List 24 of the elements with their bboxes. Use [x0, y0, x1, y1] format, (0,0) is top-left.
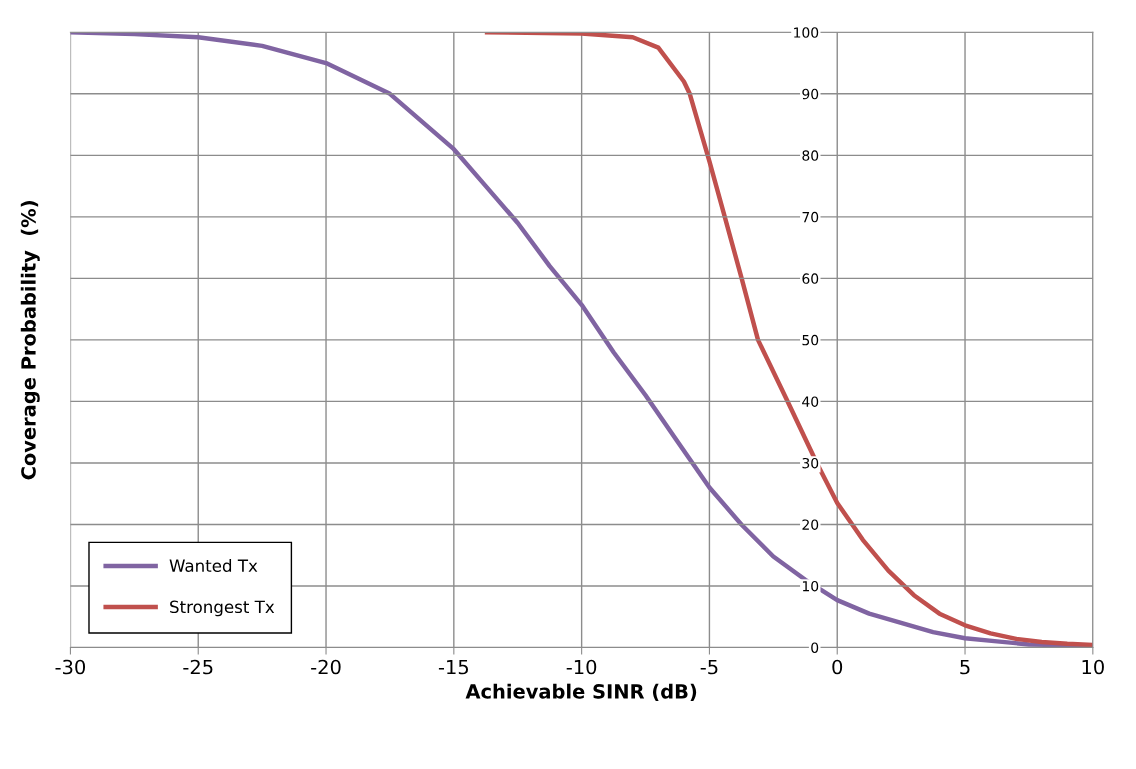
- x-tick-label: -5: [700, 659, 718, 675]
- y-tick-label: 50: [802, 334, 819, 346]
- x-axis-title: Achievable SINR (dB): [465, 683, 697, 702]
- x-tick-label: -25: [183, 659, 213, 675]
- y-tick-label: 100: [794, 27, 819, 38]
- y-tick-label: 70: [802, 211, 819, 223]
- y-tick-label: 60: [802, 273, 819, 284]
- x-tick-label: -10: [566, 659, 597, 675]
- legend-label: Strongest Tx: [170, 600, 275, 617]
- y-tick-label: 10: [802, 580, 819, 592]
- x-tick-label: 10: [1082, 659, 1104, 675]
- x-tick-label: 0: [832, 659, 843, 675]
- y-tick-label: 90: [802, 88, 819, 100]
- x-tick-label: -15: [438, 659, 469, 675]
- y-tick-label: 80: [802, 150, 819, 161]
- y-tick-label: 20: [802, 519, 819, 530]
- y-tick-label: 30: [802, 457, 819, 469]
- x-tick-label: -30: [55, 659, 86, 675]
- y-tick-label: 0: [811, 642, 819, 653]
- legend-label: Wanted Tx: [169, 559, 258, 572]
- y-tick-label: 40: [802, 396, 819, 407]
- x-tick-label: 5: [960, 659, 970, 675]
- y-axis-title: Coverage Probability (%): [20, 201, 40, 480]
- x-tick-label: -20: [311, 659, 341, 675]
